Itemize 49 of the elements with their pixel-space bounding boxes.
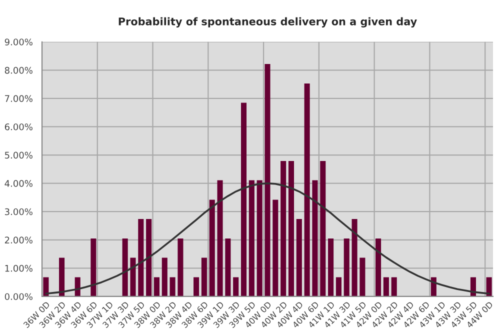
bar	[217, 180, 223, 296]
bar	[225, 238, 231, 296]
y-tick-label: 2.00%	[4, 236, 32, 244]
bar	[352, 218, 358, 296]
bar	[336, 277, 342, 296]
y-tick-label: 6.00%	[4, 123, 32, 130]
bar	[344, 238, 350, 296]
bar	[146, 218, 152, 296]
bar	[296, 218, 302, 296]
bar	[312, 180, 318, 296]
y-tick-label: 3.00%	[4, 208, 32, 216]
bar	[162, 258, 168, 296]
bar	[59, 258, 65, 296]
bar	[272, 200, 278, 296]
bar	[383, 277, 389, 296]
bar	[288, 160, 294, 296]
bar	[320, 160, 326, 296]
y-tick-label: 1.00%	[5, 264, 32, 272]
y-tick-label: 7.00%	[5, 95, 32, 102]
bar	[304, 83, 310, 296]
bar	[256, 180, 262, 296]
bar	[90, 238, 96, 296]
bar	[138, 218, 144, 296]
chart-title: Probability of spontaneous delivery on a given day	[118, 17, 417, 28]
bar	[194, 277, 200, 296]
bar	[391, 277, 397, 296]
bar	[486, 277, 492, 296]
bar	[201, 258, 207, 296]
bar	[43, 277, 49, 296]
bar	[280, 160, 286, 296]
bar	[209, 200, 215, 296]
bar	[264, 64, 270, 296]
y-tick-label: 9.00%	[4, 38, 32, 46]
bar	[122, 238, 128, 296]
y-tick-label: 4.00%	[4, 180, 32, 187]
bar	[178, 238, 184, 296]
bar	[328, 238, 334, 296]
line-series	[45, 182, 490, 295]
bar	[376, 238, 382, 296]
y-tick-label: 0.00%	[4, 293, 32, 300]
bar	[233, 277, 239, 296]
bar	[154, 277, 160, 296]
bar	[360, 258, 366, 296]
y-tick-label: 5.00%	[4, 152, 32, 159]
bar	[130, 258, 136, 296]
bar	[240, 102, 247, 296]
bar	[170, 277, 176, 296]
y-tick-label: 8.00%	[4, 66, 32, 74]
bar	[248, 180, 254, 296]
